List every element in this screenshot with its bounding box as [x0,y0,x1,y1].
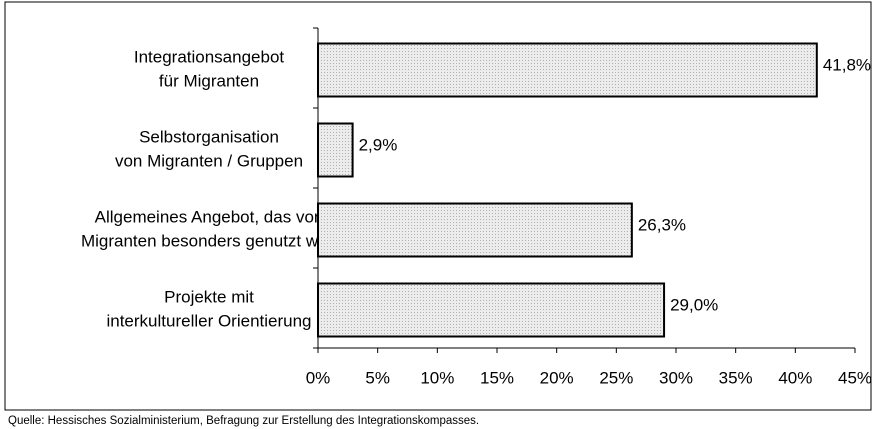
category-label: von Migranten / Gruppen [115,151,303,170]
x-tick-label: 45% [838,368,872,387]
value-label: 29,0% [670,295,718,314]
x-tick-label: 40% [778,368,812,387]
value-label: 2,9% [359,135,398,154]
bar [317,122,354,178]
source-note: Quelle: Hessisches Sozialministerium, Be… [8,415,479,427]
category-label: für Migranten [159,71,259,90]
x-tick-label: 5% [365,368,390,387]
category-label: interkultureller Orientierung [106,311,311,330]
bar [317,202,633,258]
value-label: 26,3% [638,215,686,234]
x-tick-label: 25% [599,368,633,387]
x-tick-label: 0% [306,368,331,387]
category-label: Projekte mit [164,287,254,306]
value-label: 41,8% [823,55,871,74]
chart-frame [4,1,872,411]
category-label: Migranten besonders genutzt wird [81,231,337,250]
category-label: Selbstorganisation [139,127,279,146]
bar [317,42,818,98]
x-tick-label: 30% [659,368,693,387]
x-tick-label: 15% [480,368,514,387]
category-label: Integrationsangebot [134,47,285,66]
x-tick-label: 10% [420,368,454,387]
bar [317,282,666,338]
x-tick-label: 20% [540,368,574,387]
category-label: Allgemeines Angebot, das von [95,207,324,226]
x-tick-label: 35% [719,368,753,387]
